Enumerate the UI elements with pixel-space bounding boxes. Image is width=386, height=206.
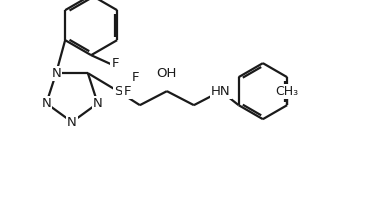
Text: N: N: [41, 97, 51, 110]
Text: OH: OH: [157, 67, 177, 80]
Text: F: F: [112, 57, 119, 70]
Text: N: N: [51, 67, 61, 80]
Text: HN: HN: [211, 85, 231, 98]
Text: N: N: [93, 97, 103, 110]
Text: F: F: [124, 85, 131, 98]
Text: F: F: [131, 71, 139, 84]
Text: S: S: [114, 85, 122, 98]
Text: CH₃: CH₃: [276, 85, 299, 98]
Text: N: N: [67, 116, 77, 129]
